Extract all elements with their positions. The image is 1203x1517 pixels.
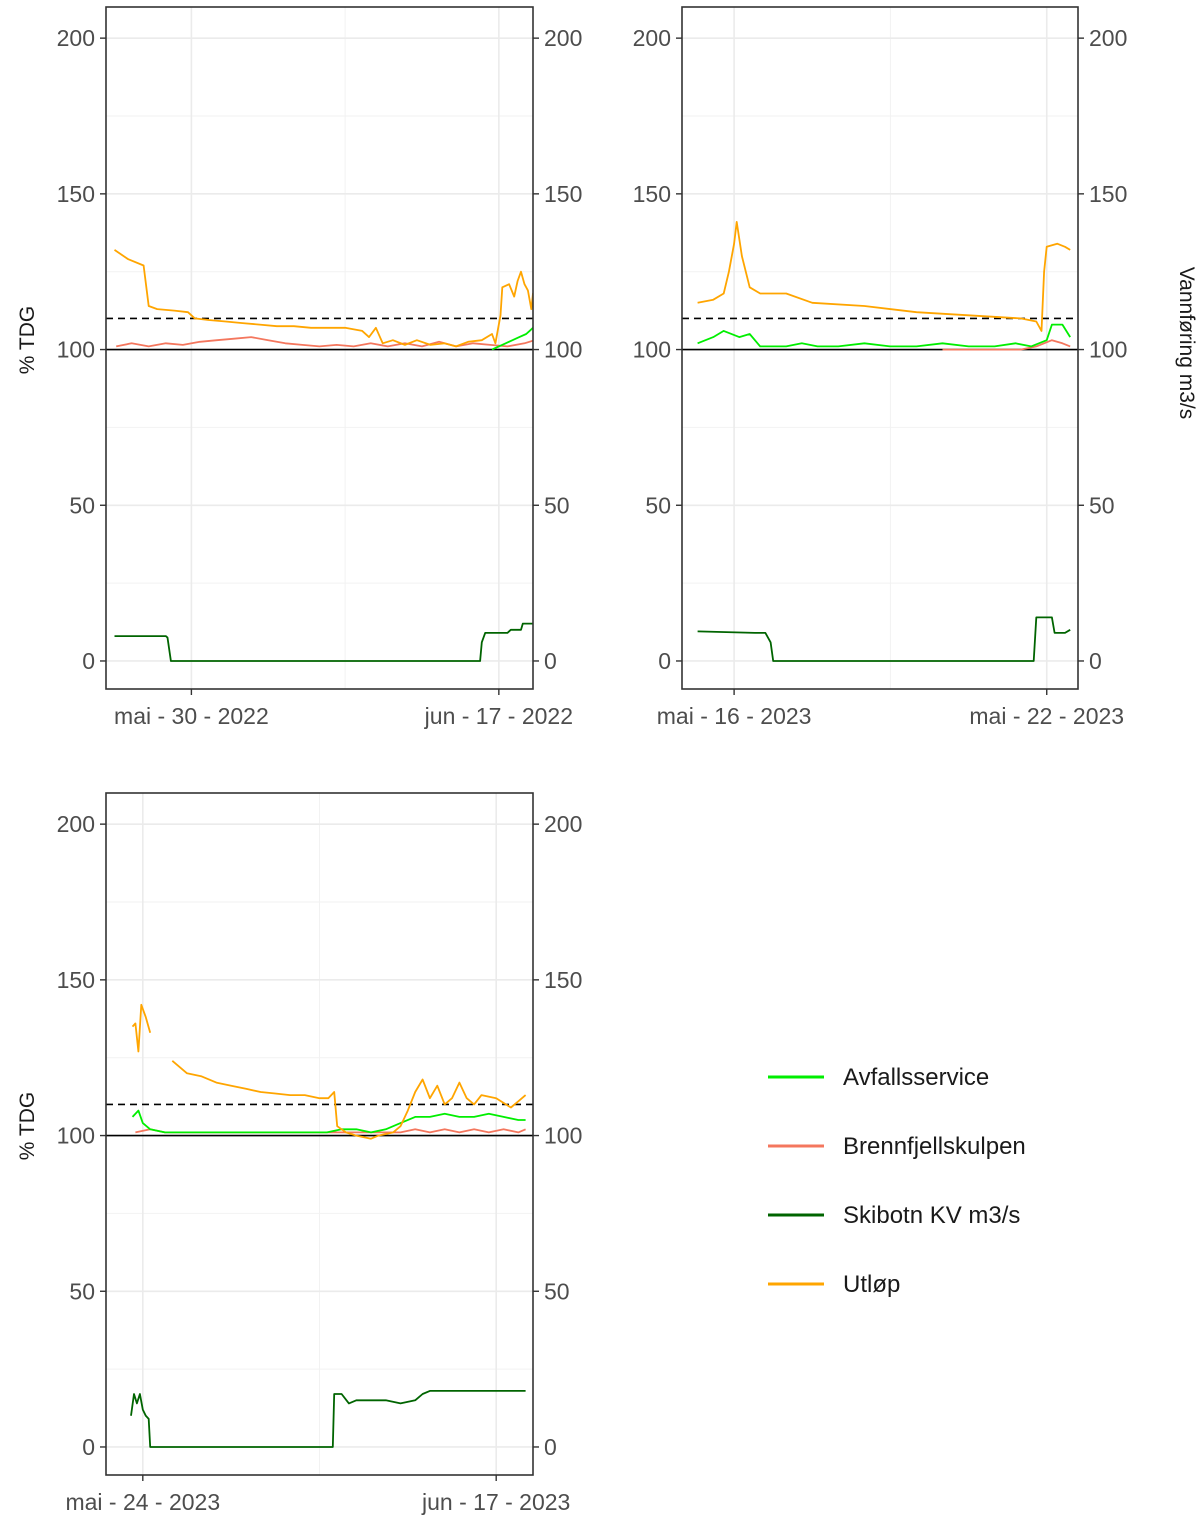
series-line-ski <box>130 1390 526 1448</box>
legend-label: Brennfjellskulpen <box>843 1133 1026 1160</box>
y-tick-label: 150 <box>633 181 671 207</box>
x-tick-label: mai - 30 - 2022 <box>114 703 269 729</box>
x-tick-label: mai - 22 - 2023 <box>969 703 1124 729</box>
y2-tick-label: 100 <box>1089 337 1127 363</box>
y2-tick-label: 200 <box>1089 25 1127 51</box>
panel-p3: 0 0 50 50 100 100 150 150 200 200 mai - 24 - 2023 j… <box>16 792 582 1515</box>
legend-label: Utløp <box>843 1271 900 1298</box>
y-tick-label: 100 <box>57 1123 95 1149</box>
y-tick-label: 150 <box>57 967 95 993</box>
series-line-avf <box>131 1109 526 1134</box>
legend-item-utl: Utløp <box>768 1271 900 1298</box>
y-tick-label: 200 <box>633 25 671 51</box>
series-line-ski <box>697 616 1071 662</box>
y-tick-label: 0 <box>82 648 95 674</box>
y-tick-label: 50 <box>645 492 671 518</box>
panel-p1: 0 0 50 50 100 100 150 150 200 200 mai - 30 - 2022 j… <box>16 6 582 729</box>
y-tick-label: 100 <box>57 337 95 363</box>
y2-tick-label: 50 <box>544 492 570 518</box>
y-tick-label: 150 <box>57 181 95 207</box>
series-line-avf <box>491 326 533 351</box>
series-line-bre <box>942 339 1071 351</box>
x-tick-label: jun - 17 - 2022 <box>424 703 573 729</box>
series-line-utl <box>131 1003 527 1140</box>
y-tick-label: 100 <box>633 337 671 363</box>
y2-tick-label: 150 <box>1089 181 1127 207</box>
y2-tick-label: 200 <box>544 811 582 837</box>
legend: Avfallsservice Brennfjellskulpen Skibotn K… <box>768 1064 1026 1298</box>
y2-tick-label: 150 <box>544 181 582 207</box>
y-tick-label: 0 <box>82 1434 95 1460</box>
legend-item-avf: Avfallsservice <box>768 1064 989 1091</box>
panel-p2: 0 0 50 50 100 100 150 150 200 200 mai - 16 - 2023 m… <box>633 6 1198 729</box>
series-line-avf <box>697 323 1071 348</box>
y2-tick-label: 50 <box>544 1278 570 1304</box>
y2-tick-label: 200 <box>544 25 582 51</box>
x-tick-label: jun - 17 - 2023 <box>421 1489 570 1515</box>
y2-tick-label: 100 <box>544 337 582 363</box>
series-line-ski <box>114 622 533 662</box>
y-tick-label: 50 <box>69 492 95 518</box>
series-line-utl <box>113 249 533 348</box>
panels-layer: 0 0 50 50 100 100 150 150 200 200 mai - 30 - 2022 j… <box>16 6 1198 1515</box>
series-line-bre <box>116 336 533 348</box>
legend-label: Skibotn KV m3/s <box>843 1202 1020 1229</box>
legend-item-ski: Skibotn KV m3/s <box>768 1202 1020 1229</box>
y2-tick-label: 100 <box>544 1123 582 1149</box>
y-tick-label: 200 <box>57 25 95 51</box>
y2-axis-title: Vannføring m3/s <box>1175 267 1198 420</box>
y-tick-label: 50 <box>69 1278 95 1304</box>
y2-tick-label: 150 <box>544 967 582 993</box>
x-tick-label: mai - 24 - 2023 <box>65 1489 220 1515</box>
y-axis-title: % TDG <box>16 1092 39 1160</box>
legend-label: Avfallsservice <box>843 1064 989 1091</box>
y-tick-label: 200 <box>57 811 95 837</box>
plot-area <box>682 221 1078 662</box>
panel-border <box>105 792 534 1476</box>
plot-area <box>106 249 533 662</box>
y2-tick-label: 50 <box>1089 492 1115 518</box>
x-tick-label: mai - 16 - 2023 <box>657 703 812 729</box>
y2-tick-label: 0 <box>544 648 557 674</box>
plot-area <box>106 1003 533 1448</box>
panel-border <box>105 6 534 690</box>
series-line-utl <box>697 221 1071 332</box>
y-tick-label: 0 <box>658 648 671 674</box>
legend-item-bre: Brennfjellskulpen <box>768 1133 1026 1160</box>
y-axis-title: % TDG <box>16 306 39 374</box>
y2-tick-label: 0 <box>1089 648 1102 674</box>
panel-border <box>681 6 1079 690</box>
y2-tick-label: 0 <box>544 1434 557 1460</box>
